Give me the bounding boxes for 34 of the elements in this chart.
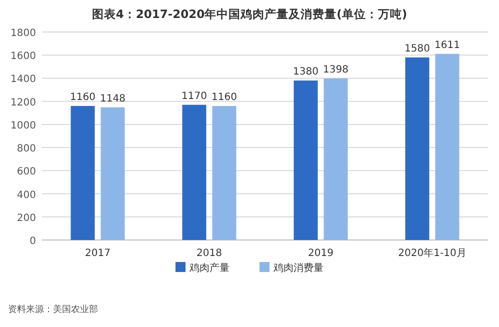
y-tick-label: 1600 (10, 51, 36, 62)
legend-label: 鸡肉产量 (188, 262, 230, 274)
data-label: 1160 (212, 92, 237, 103)
x-tick-label: 2018 (196, 248, 222, 259)
bar (294, 80, 318, 240)
x-tick-label: 2020年1-10月 (398, 247, 466, 259)
x-tick-label: 2017 (85, 248, 110, 259)
y-tick-label: 1000 (10, 120, 36, 132)
legend-label: 鸡肉消费量 (272, 262, 324, 274)
bar (405, 57, 430, 240)
text: 资料来源：美国农业部 (8, 304, 98, 315)
bar (100, 107, 125, 240)
y-tick-label: 600 (16, 166, 36, 178)
data-label: 1380 (293, 66, 318, 78)
y-tick-label: 0 (30, 236, 36, 247)
y-tick-label: 1800 (10, 28, 36, 39)
data-label: 1148 (100, 93, 126, 104)
y-tick-label: 1400 (10, 74, 36, 86)
y-tick-label: 200 (16, 212, 36, 224)
data-label: 1398 (323, 64, 348, 76)
y-tick-label: 400 (16, 190, 36, 201)
data-label: 1170 (182, 90, 207, 102)
bar (435, 54, 460, 240)
data-label: 1160 (70, 92, 96, 103)
bar (182, 104, 206, 240)
data-label: 1611 (434, 40, 460, 51)
bar (212, 106, 236, 240)
bar (70, 106, 95, 240)
bar (324, 78, 348, 240)
y-tick-label: 800 (16, 144, 36, 155)
x-tick-label: 2019 (308, 248, 334, 259)
chart-title: 图表4：2017-2020年中国鸡肉产量及消费量(单位：万吨) (92, 7, 408, 21)
y-tick-label: 1200 (10, 97, 36, 108)
data-label: 1580 (404, 43, 430, 54)
